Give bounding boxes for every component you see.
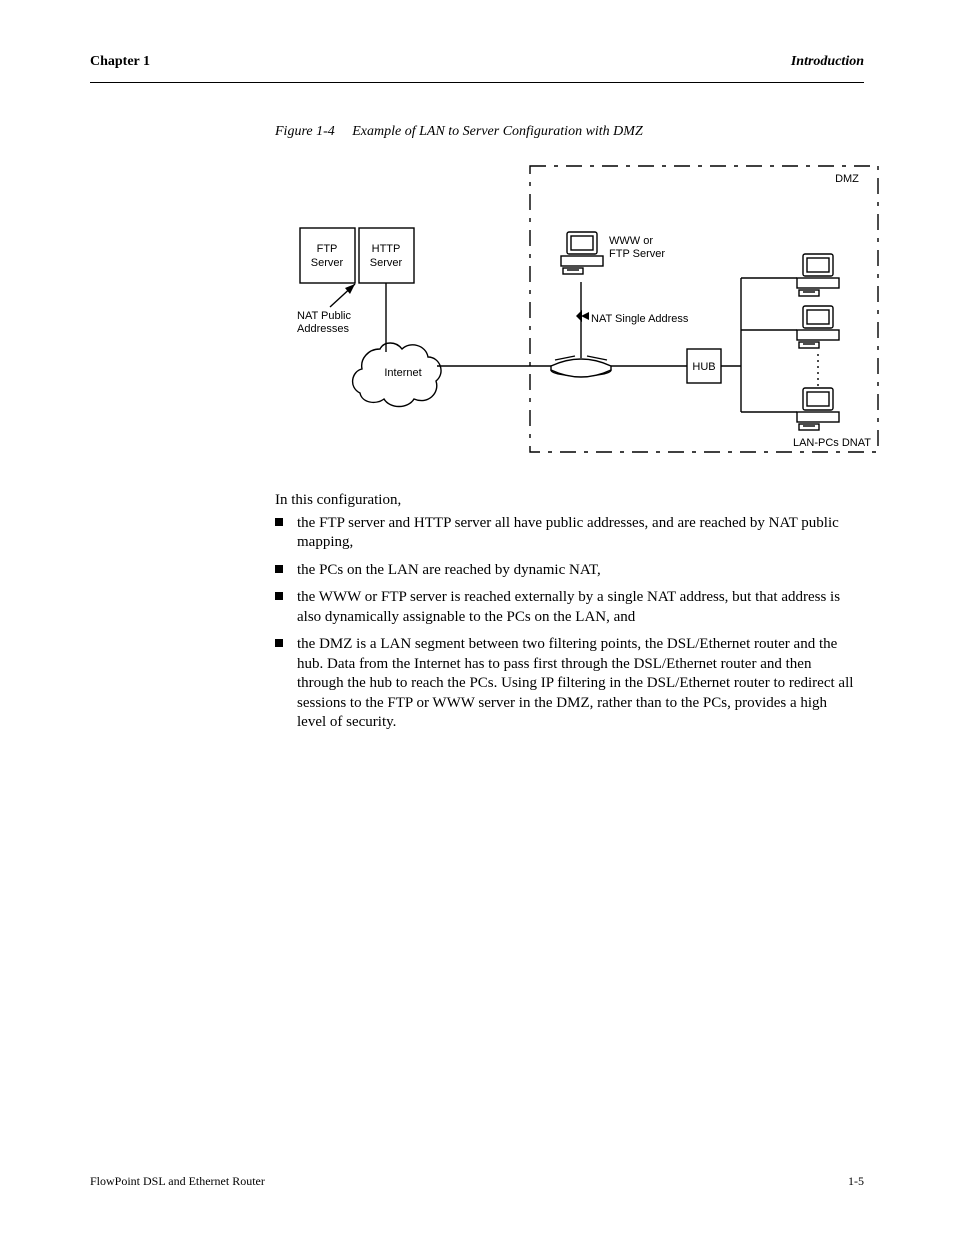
bullet-text-2: the WWW or FTP server is reached externa… [297,589,840,625]
figure-caption-text: Example of LAN to Server Configuration w… [352,124,643,139]
figure-caption-label: Figure 1-4 [275,124,335,139]
svg-text:Addresses: Addresses [297,323,349,335]
internet-cloud: Internet [353,343,441,407]
list-item: the PCs on the LAN are reached by dynami… [275,561,855,581]
svg-text:Server: Server [370,257,403,269]
lan-pc-icon-3 [797,388,839,430]
http-server-box [359,228,414,283]
footer-doc-title: FlowPoint DSL and Ethernet Router [90,1174,265,1189]
header-title: Introduction [791,54,864,70]
dmz-server-pc-icon [561,232,603,274]
list-item: the WWW or FTP server is reached externa… [275,588,855,627]
http-server-label: HTTP [372,243,401,255]
header-rule [90,82,864,83]
svg-text:FTP Server: FTP Server [609,248,665,260]
dmz-server-label: WWW or [609,235,653,247]
header-chapter: Chapter 1 [90,54,150,70]
lan-pc-icon-1 [797,254,839,296]
lan-pc-icon-2 [797,306,839,348]
router-icon [551,356,611,377]
bullet-text-3: the DMZ is a LAN segment between two fil… [297,636,853,730]
bullet-text-0: the FTP server and HTTP server all have … [297,515,839,551]
nat-single-label: NAT Single Address [591,313,689,325]
body-intro: In this configuration, [275,491,855,510]
hub-label: HUB [692,361,715,373]
svg-text:Server: Server [311,257,344,269]
ftp-server-label: FTP [317,243,338,255]
bullet-list: the FTP server and HTTP server all have … [275,514,855,733]
bullet-text-1: the PCs on the LAN are reached by dynami… [297,562,601,578]
nat-public-label: NAT Public [297,310,352,322]
lan-pcs-label: LAN-PCs DNAT [793,437,871,449]
network-diagram: .bx { fill:#ffffff; stroke:#000000; stro… [275,154,885,464]
ftp-server-box [300,228,355,283]
internet-label: Internet [384,367,421,379]
list-item: the DMZ is a LAN segment between two fil… [275,635,855,733]
figure-caption: Figure 1-4 Example of LAN to Server Conf… [275,124,855,140]
list-item: the FTP server and HTTP server all have … [275,514,855,553]
dmz-label: DMZ [835,173,859,185]
footer-page-number: 1-5 [848,1174,864,1189]
